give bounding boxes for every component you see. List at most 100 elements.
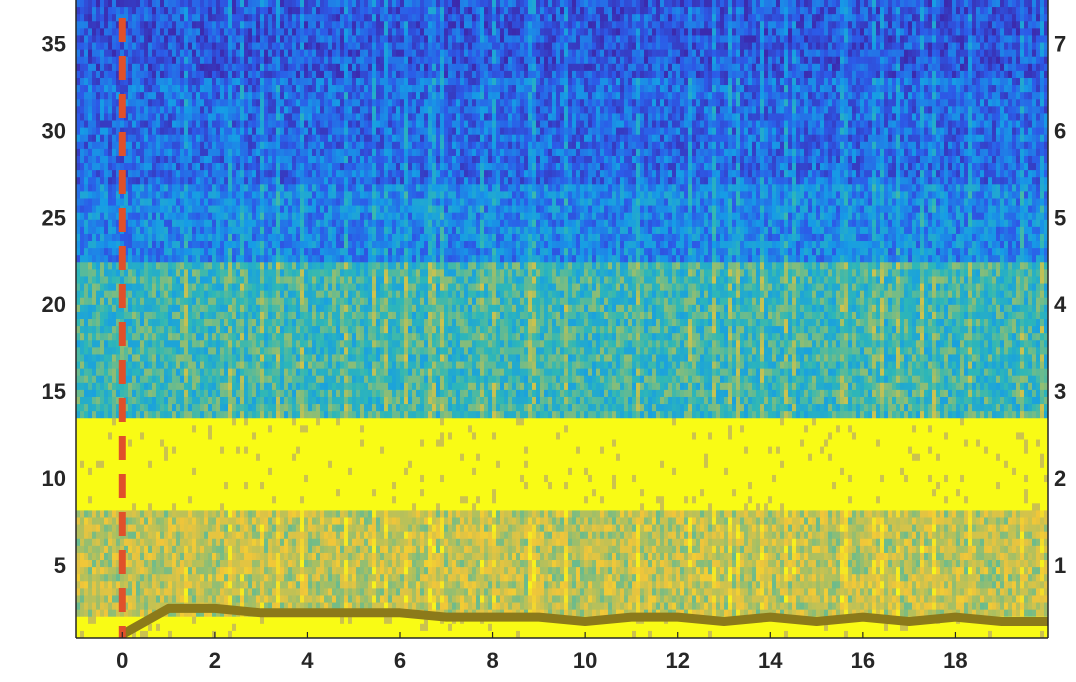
heatmap-cell	[180, 375, 185, 384]
heatmap-cell	[232, 368, 237, 377]
heatmap-cell	[196, 21, 201, 29]
heatmap-cell	[140, 411, 145, 419]
heatmap-cell	[224, 219, 229, 228]
heatmap-cell	[280, 14, 285, 22]
heatmap-cell	[148, 56, 153, 65]
heatmap-cell	[304, 106, 309, 115]
heatmap-cell	[276, 361, 281, 370]
heatmap-cell	[196, 219, 201, 228]
heatmap-cell	[148, 560, 153, 568]
heatmap-cell	[104, 42, 109, 51]
heatmap-cell	[228, 630, 233, 638]
heatmap-cell	[184, 588, 189, 597]
heatmap-cell	[320, 141, 325, 150]
heatmap-cell	[260, 482, 265, 490]
heatmap-cell	[124, 311, 129, 320]
heatmap-cell	[168, 255, 173, 263]
heatmap-cell	[268, 368, 273, 377]
heatmap-cell	[268, 7, 273, 15]
heatmap-cell	[204, 283, 209, 292]
heatmap-cell	[96, 233, 101, 242]
heatmap-cell	[212, 134, 217, 143]
heatmap-cell	[232, 588, 237, 597]
heatmap-cell	[104, 319, 109, 327]
heatmap-cell	[292, 361, 297, 370]
heatmap-cell	[252, 552, 257, 561]
heatmap-cell	[308, 382, 313, 391]
heatmap-cell	[76, 517, 81, 526]
heatmap-cell	[116, 120, 121, 129]
heatmap-cell	[192, 255, 197, 263]
heatmap-cell	[272, 255, 277, 263]
heatmap-cell	[156, 35, 161, 44]
heatmap-cell	[308, 326, 313, 334]
heatmap-cell	[84, 141, 89, 150]
heatmap-cell	[220, 269, 225, 278]
heatmap-cell	[312, 49, 317, 58]
heatmap-cell	[220, 262, 225, 270]
heatmap-cell	[204, 552, 209, 561]
heatmap-cell	[324, 63, 329, 72]
heatmap-cell	[292, 28, 297, 37]
heatmap-cell	[208, 70, 213, 79]
heatmap-cell	[188, 85, 193, 93]
heatmap-cell	[184, 42, 189, 51]
heatmap-cell	[324, 21, 329, 29]
heatmap-cell	[124, 609, 129, 618]
heatmap-cell	[288, 63, 293, 72]
heatmap-cell	[272, 177, 277, 185]
heatmap-cell	[332, 35, 337, 44]
heatmap-cell	[236, 155, 241, 164]
heatmap-cell	[80, 333, 85, 341]
heatmap-cell	[200, 113, 205, 122]
heatmap-cell	[96, 177, 101, 185]
heatmap-cell	[240, 191, 245, 200]
heatmap-cell	[308, 99, 313, 107]
heatmap-cell	[288, 354, 293, 363]
heatmap-cell	[224, 276, 229, 285]
heatmap-cell	[132, 106, 137, 115]
heatmap-cell	[272, 14, 277, 22]
heatmap-cell	[332, 241, 337, 249]
heatmap-cell	[168, 170, 173, 178]
heatmap-cell	[120, 538, 125, 547]
heatmap-cell	[252, 560, 257, 568]
heatmap-cell	[228, 283, 233, 292]
heatmap-cell	[312, 552, 317, 561]
heatmap-cell	[76, 333, 81, 341]
heatmap-cell	[296, 595, 301, 604]
heatmap-cell	[128, 255, 133, 263]
heatmap-cell	[248, 184, 253, 192]
heatmap-cell	[280, 524, 285, 533]
heatmap-cell	[184, 85, 189, 93]
heatmap-cell	[88, 113, 93, 122]
heatmap-cell	[300, 155, 305, 164]
heatmap-cell	[248, 276, 253, 285]
heatmap-cell	[248, 396, 253, 405]
heatmap-cell	[260, 524, 265, 533]
heatmap-cell	[264, 538, 269, 547]
heatmap-cell	[164, 7, 169, 15]
heatmap-cell	[216, 262, 221, 270]
heatmap-cell	[80, 134, 85, 143]
heatmap-cell	[320, 340, 325, 348]
heatmap-cell	[80, 389, 85, 398]
heatmap-cell	[140, 49, 145, 58]
heatmap-cell	[104, 148, 109, 157]
heatmap-cell	[88, 276, 93, 285]
heatmap-cell	[216, 28, 221, 37]
heatmap-cell	[96, 184, 101, 200]
heatmap-cell	[164, 595, 169, 604]
heatmap-cell	[144, 49, 149, 58]
heatmap-cell	[100, 602, 105, 611]
heatmap-cell	[280, 510, 285, 519]
heatmap-cell	[212, 70, 217, 79]
heatmap-cell	[244, 311, 249, 320]
heatmap-cell	[292, 134, 297, 143]
heatmap-cell	[108, 14, 113, 22]
heatmap-cell	[328, 226, 333, 235]
heatmap-cell	[160, 446, 165, 511]
heatmap-cell	[112, 92, 117, 100]
heatmap-cell	[140, 517, 145, 526]
heatmap-cell	[256, 304, 261, 313]
